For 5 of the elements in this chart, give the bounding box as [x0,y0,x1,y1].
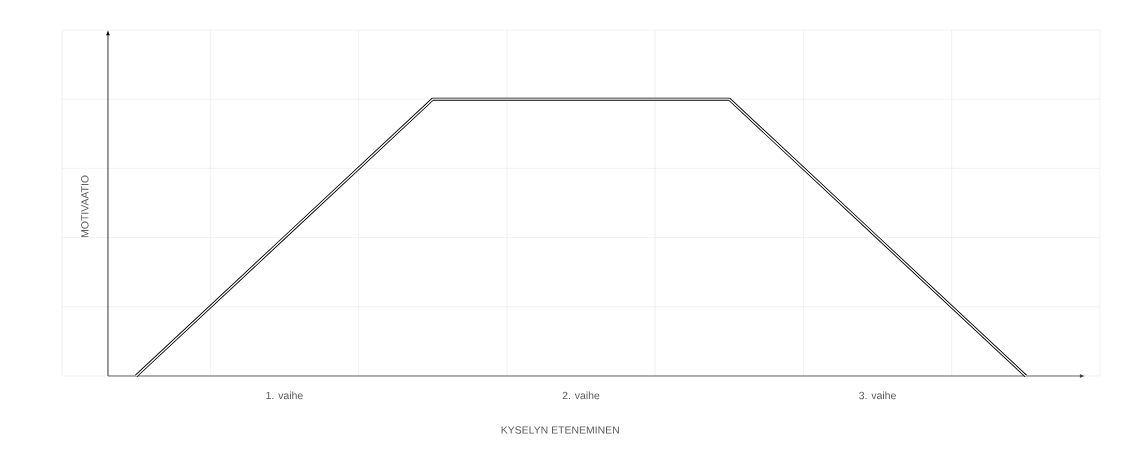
x-axis-title: KYSELYN ETENEMINEN [501,426,619,434]
x-tick-label: 2. vaihe [562,391,600,400]
y-axis-title: MOTIVAATIO [81,175,89,238]
x-tick-label: 1. vaihe [266,391,303,400]
x-tick-label: 3. vaihe [859,391,896,400]
